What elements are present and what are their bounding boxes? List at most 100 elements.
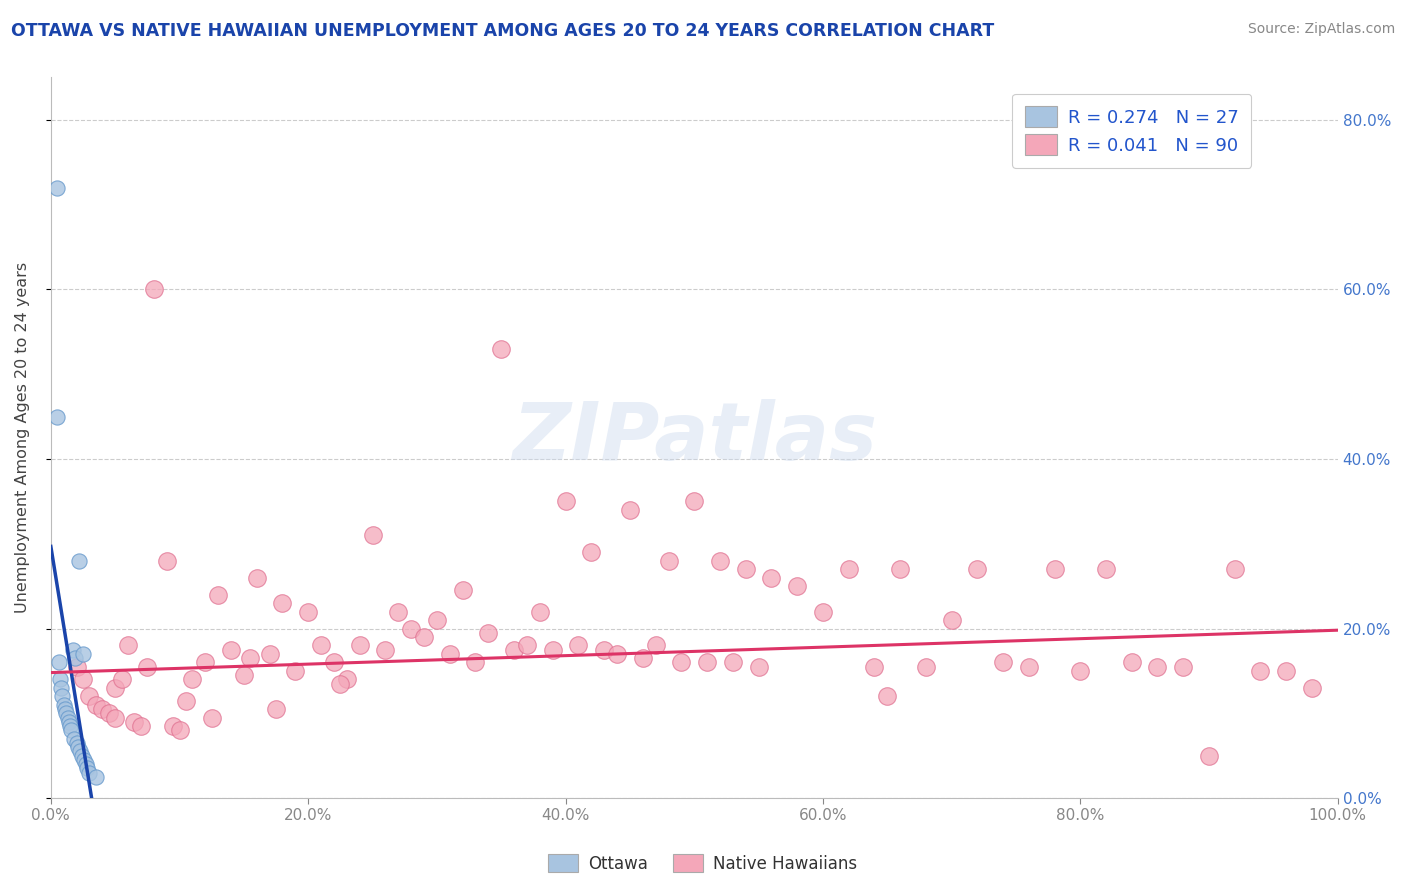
Point xyxy=(529,605,551,619)
Point xyxy=(349,639,371,653)
Point xyxy=(63,731,86,746)
Legend: Ottawa, Native Hawaiians: Ottawa, Native Hawaiians xyxy=(541,847,865,880)
Point xyxy=(58,714,80,729)
Point xyxy=(1043,562,1066,576)
Point xyxy=(863,659,886,673)
Point xyxy=(503,642,526,657)
Point xyxy=(55,706,77,721)
Point xyxy=(1121,656,1143,670)
Point xyxy=(201,710,224,724)
Y-axis label: Unemployment Among Ages 20 to 24 years: Unemployment Among Ages 20 to 24 years xyxy=(15,262,30,614)
Point xyxy=(991,656,1014,670)
Text: Source: ZipAtlas.com: Source: ZipAtlas.com xyxy=(1247,22,1395,37)
Point xyxy=(65,736,87,750)
Point xyxy=(72,647,94,661)
Point xyxy=(1018,659,1040,673)
Point xyxy=(142,282,165,296)
Point xyxy=(721,656,744,670)
Point xyxy=(129,719,152,733)
Point xyxy=(60,723,83,738)
Point xyxy=(631,651,654,665)
Point xyxy=(464,656,486,670)
Point xyxy=(65,659,87,673)
Point xyxy=(1275,664,1298,678)
Point xyxy=(84,698,107,712)
Point xyxy=(124,714,146,729)
Point xyxy=(915,659,938,673)
Point xyxy=(811,605,834,619)
Point xyxy=(361,528,384,542)
Point xyxy=(451,583,474,598)
Text: ZIPatlas: ZIPatlas xyxy=(512,399,877,476)
Point xyxy=(399,622,422,636)
Point xyxy=(426,613,449,627)
Point xyxy=(606,647,628,661)
Point xyxy=(477,625,499,640)
Point xyxy=(174,693,197,707)
Point xyxy=(284,664,307,678)
Point xyxy=(232,668,254,682)
Point xyxy=(567,639,589,653)
Point xyxy=(65,651,87,665)
Point xyxy=(70,748,93,763)
Point xyxy=(46,409,69,424)
Point xyxy=(104,710,127,724)
Point xyxy=(309,639,332,653)
Point xyxy=(709,554,731,568)
Point xyxy=(181,673,204,687)
Point xyxy=(264,702,287,716)
Point xyxy=(876,690,898,704)
Point xyxy=(53,702,76,716)
Point xyxy=(838,562,860,576)
Point xyxy=(67,554,90,568)
Point xyxy=(79,765,101,780)
Point xyxy=(91,702,114,716)
Point xyxy=(941,613,963,627)
Point xyxy=(683,494,706,508)
Text: OTTAWA VS NATIVE HAWAIIAN UNEMPLOYMENT AMONG AGES 20 TO 24 YEARS CORRELATION CHA: OTTAWA VS NATIVE HAWAIIAN UNEMPLOYMENT A… xyxy=(11,22,994,40)
Point xyxy=(1198,748,1220,763)
Point xyxy=(239,651,262,665)
Point xyxy=(79,690,101,704)
Point xyxy=(329,676,352,690)
Point xyxy=(323,656,346,670)
Point xyxy=(59,719,82,733)
Point xyxy=(554,494,576,508)
Point xyxy=(49,673,72,687)
Point xyxy=(1301,681,1323,695)
Point xyxy=(387,605,409,619)
Point xyxy=(246,571,269,585)
Point xyxy=(516,639,538,653)
Point xyxy=(1173,659,1195,673)
Point xyxy=(62,642,84,657)
Point xyxy=(75,757,97,772)
Point xyxy=(162,719,184,733)
Point xyxy=(581,545,603,559)
Point xyxy=(1095,562,1118,576)
Point xyxy=(1069,664,1091,678)
Point xyxy=(593,642,616,657)
Point xyxy=(336,673,359,687)
Point xyxy=(136,659,159,673)
Point xyxy=(207,588,229,602)
Point xyxy=(219,642,242,657)
Point xyxy=(51,690,73,704)
Point xyxy=(194,656,217,670)
Point xyxy=(966,562,988,576)
Point xyxy=(297,605,319,619)
Point xyxy=(97,706,120,721)
Point xyxy=(73,753,96,767)
Legend: R = 0.274   N = 27, R = 0.041   N = 90: R = 0.274 N = 27, R = 0.041 N = 90 xyxy=(1012,94,1251,168)
Point xyxy=(49,681,72,695)
Point xyxy=(1249,664,1271,678)
Point xyxy=(117,639,139,653)
Point xyxy=(104,681,127,695)
Point xyxy=(657,554,679,568)
Point xyxy=(761,571,783,585)
Point xyxy=(52,698,75,712)
Point xyxy=(374,642,396,657)
Point xyxy=(748,659,770,673)
Point xyxy=(156,554,179,568)
Point xyxy=(72,673,94,687)
Point xyxy=(76,761,98,775)
